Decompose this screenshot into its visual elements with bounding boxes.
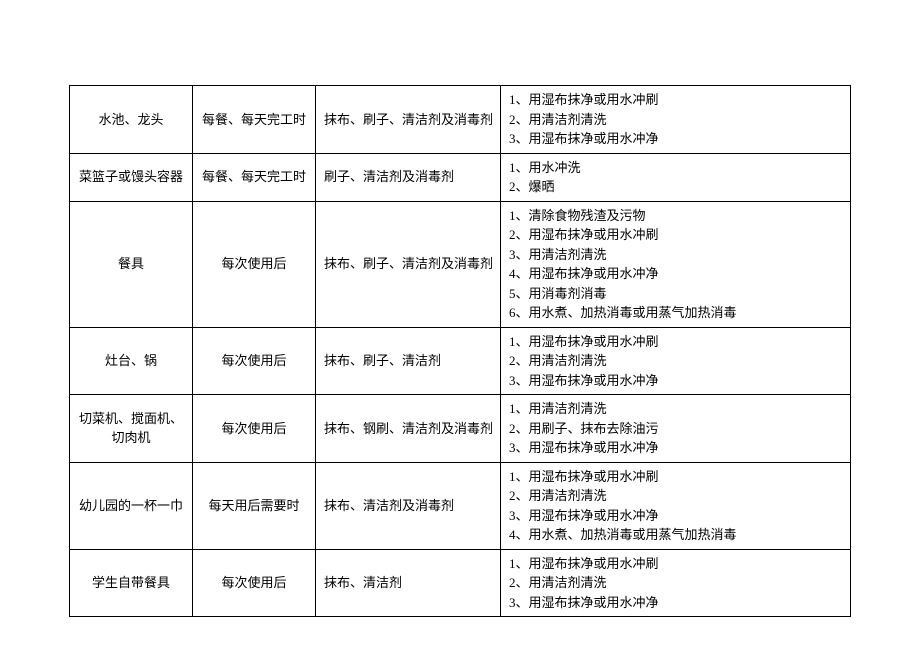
table-row: 菜篮子或馒头容器每餐、每天完工时刷子、清洁剂及消毒剂1、用水冲洗2、爆晒 — [70, 153, 851, 201]
step-line: 3、用湿布抹净或用水冲净 — [509, 593, 844, 613]
step-line: 1、用湿布抹净或用水冲刷 — [509, 332, 844, 352]
step-line: 1、用水冲洗 — [509, 158, 844, 178]
tools-cell: 抹布、清洁剂及消毒剂 — [316, 462, 501, 549]
step-line: 1、用清洁剂清洗 — [509, 399, 844, 419]
frequency-cell: 每次使用后 — [193, 327, 316, 395]
frequency-cell: 每次使用后 — [193, 549, 316, 617]
frequency-cell: 每次使用后 — [193, 395, 316, 463]
document-page: 水池、龙头每餐、每天完工时抹布、刷子、清洁剂及消毒剂1、用湿布抹净或用水冲刷2、… — [0, 0, 920, 651]
steps-cell: 1、用清洁剂清洗2、用刷子、抹布去除油污3、用湿布抹净或用水冲净 — [501, 395, 851, 463]
step-line: 2、用清洁剂清洗 — [509, 351, 844, 371]
table-row: 餐具每次使用后抹布、刷子、清洁剂及消毒剂1、清除食物残渣及污物2、用湿布抹净或用… — [70, 201, 851, 327]
frequency-cell: 每次使用后 — [193, 201, 316, 327]
table-row: 水池、龙头每餐、每天完工时抹布、刷子、清洁剂及消毒剂1、用湿布抹净或用水冲刷2、… — [70, 86, 851, 154]
step-line: 3、用湿布抹净或用水冲净 — [509, 129, 844, 149]
step-line: 1、用湿布抹净或用水冲刷 — [509, 554, 844, 574]
item-cell: 餐具 — [70, 201, 193, 327]
step-line: 3、用湿布抹净或用水冲净 — [509, 506, 844, 526]
step-line: 3、用湿布抹净或用水冲净 — [509, 438, 844, 458]
step-line: 1、用湿布抹净或用水冲刷 — [509, 467, 844, 487]
tools-cell: 刷子、清洁剂及消毒剂 — [316, 153, 501, 201]
steps-cell: 1、用湿布抹净或用水冲刷2、用清洁剂清洗3、用湿布抹净或用水冲净 — [501, 327, 851, 395]
step-line: 6、用水煮、加热消毒或用蒸气加热消毒 — [509, 303, 844, 323]
tools-cell: 抹布、刷子、清洁剂 — [316, 327, 501, 395]
item-cell: 菜篮子或馒头容器 — [70, 153, 193, 201]
table-body: 水池、龙头每餐、每天完工时抹布、刷子、清洁剂及消毒剂1、用湿布抹净或用水冲刷2、… — [70, 86, 851, 617]
step-line: 4、用水煮、加热消毒或用蒸气加热消毒 — [509, 525, 844, 545]
step-line: 3、用湿布抹净或用水冲净 — [509, 371, 844, 391]
table-row: 幼儿园的一杯一巾每天用后需要时抹布、清洁剂及消毒剂1、用湿布抹净或用水冲刷2、用… — [70, 462, 851, 549]
table-row: 学生自带餐具每次使用后抹布、清洁剂1、用湿布抹净或用水冲刷2、用清洁剂清洗3、用… — [70, 549, 851, 617]
step-line: 2、用清洁剂清洗 — [509, 573, 844, 593]
cleaning-procedures-table: 水池、龙头每餐、每天完工时抹布、刷子、清洁剂及消毒剂1、用湿布抹净或用水冲刷2、… — [69, 85, 851, 617]
frequency-cell: 每餐、每天完工时 — [193, 86, 316, 154]
item-cell: 学生自带餐具 — [70, 549, 193, 617]
tools-cell: 抹布、刷子、清洁剂及消毒剂 — [316, 201, 501, 327]
steps-cell: 1、用水冲洗2、爆晒 — [501, 153, 851, 201]
step-line: 2、用刷子、抹布去除油污 — [509, 419, 844, 439]
steps-cell: 1、用湿布抹净或用水冲刷2、用清洁剂清洗3、用湿布抹净或用水冲净 — [501, 86, 851, 154]
step-line: 2、用清洁剂清洗 — [509, 486, 844, 506]
step-line: 4、用湿布抹净或用水冲净 — [509, 264, 844, 284]
frequency-cell: 每天用后需要时 — [193, 462, 316, 549]
step-line: 5、用消毒剂消毒 — [509, 284, 844, 304]
tools-cell: 抹布、刷子、清洁剂及消毒剂 — [316, 86, 501, 154]
item-cell: 水池、龙头 — [70, 86, 193, 154]
step-line: 2、用湿布抹净或用水冲刷 — [509, 225, 844, 245]
step-line: 2、爆晒 — [509, 177, 844, 197]
steps-cell: 1、用湿布抹净或用水冲刷2、用清洁剂清洗3、用湿布抹净或用水冲净 — [501, 549, 851, 617]
tools-cell: 抹布、钢刷、清洁剂及消毒剂 — [316, 395, 501, 463]
steps-cell: 1、用湿布抹净或用水冲刷2、用清洁剂清洗3、用湿布抹净或用水冲净4、用水煮、加热… — [501, 462, 851, 549]
item-cell: 幼儿园的一杯一巾 — [70, 462, 193, 549]
tools-cell: 抹布、清洁剂 — [316, 549, 501, 617]
frequency-cell: 每餐、每天完工时 — [193, 153, 316, 201]
item-cell: 切菜机、搅面机、切肉机 — [70, 395, 193, 463]
step-line: 3、用清洁剂清洗 — [509, 245, 844, 265]
step-line: 2、用清洁剂清洗 — [509, 110, 844, 130]
step-line: 1、用湿布抹净或用水冲刷 — [509, 90, 844, 110]
item-cell: 灶台、锅 — [70, 327, 193, 395]
steps-cell: 1、清除食物残渣及污物2、用湿布抹净或用水冲刷3、用清洁剂清洗4、用湿布抹净或用… — [501, 201, 851, 327]
step-line: 1、清除食物残渣及污物 — [509, 206, 844, 226]
table-row: 切菜机、搅面机、切肉机每次使用后抹布、钢刷、清洁剂及消毒剂1、用清洁剂清洗2、用… — [70, 395, 851, 463]
table-row: 灶台、锅每次使用后抹布、刷子、清洁剂1、用湿布抹净或用水冲刷2、用清洁剂清洗3、… — [70, 327, 851, 395]
